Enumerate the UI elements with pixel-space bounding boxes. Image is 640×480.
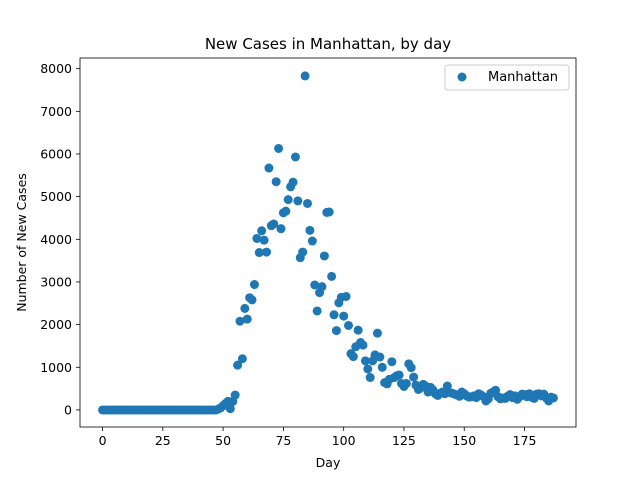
data-point [339,311,349,321]
y-tick-label: 5000 [40,189,72,204]
data-point [363,364,373,374]
data-point [324,207,334,217]
data-point [242,314,252,324]
y-tick-label: 4000 [40,232,72,247]
data-point [344,320,353,330]
data-point [307,236,317,246]
data-point [262,247,272,257]
data-point [264,163,274,173]
y-tick-label: 1000 [40,360,72,375]
data-point [387,357,397,367]
data-point [274,143,284,153]
data-point [283,195,293,205]
y-tick-label: 3000 [40,274,72,289]
data-point [259,235,269,245]
data-points [98,71,558,415]
x-tick-label: 50 [215,433,231,448]
data-point [331,326,341,336]
data-point [269,219,279,229]
data-point [327,271,337,281]
data-point [237,354,247,364]
data-point [225,404,235,414]
data-point [233,360,243,370]
data-point [288,177,298,187]
data-point [319,251,329,261]
data-point [257,226,267,236]
data-point [240,303,250,313]
x-tick-label: 125 [392,433,416,448]
x-tick-label: 75 [275,433,291,448]
data-point [276,224,286,234]
legend-box [444,64,570,91]
data-point [329,310,339,320]
data-point [310,280,320,290]
y-tick-label: 2000 [40,317,72,332]
x-tick-label: 175 [513,433,537,448]
data-point [358,340,368,350]
data-point [290,152,300,162]
data-point [406,363,416,373]
data-point [281,206,291,216]
data-point [409,372,419,382]
data-point [303,198,312,208]
x-tick-label: 0 [99,433,107,448]
data-point [249,280,259,290]
y-axis-ticks: 0 1000 2000 3000 4000 5000 6000 7000 8000 [40,61,80,417]
legend-label-manhattan: Manhattan [488,70,558,85]
data-point [293,196,303,206]
data-point [235,316,245,326]
x-axis-ticks: 0 25 50 75 100 125 150 175 [99,427,537,448]
data-point [305,225,315,235]
data-point [353,325,363,335]
data-point [365,373,375,383]
data-point [377,362,387,372]
data-point [298,247,308,257]
data-point [230,390,240,400]
data-point [312,306,322,316]
y-tick-label: 7000 [40,104,72,119]
x-tick-label: 25 [155,433,171,448]
y-tick-label: 0 [64,402,72,417]
y-tick-label: 6000 [40,146,72,161]
data-point [271,177,281,187]
data-point [348,352,358,362]
data-point [375,352,385,362]
y-axis-label: Number of New Cases [14,173,29,312]
chart-title: New Cases in Manhattan, by day [205,35,451,53]
legend-marker [457,72,467,82]
data-point [394,370,404,380]
x-tick-label: 150 [452,433,476,448]
data-point [372,328,382,338]
data-point [247,295,257,305]
legend: Manhattan [444,64,570,91]
x-axis-label: Day [316,455,341,470]
data-point [341,291,351,301]
data-point [401,378,411,388]
plot-frame [79,57,577,428]
y-tick-label: 8000 [40,61,72,76]
data-point [254,248,264,258]
data-point [300,71,310,81]
data-point [548,393,558,403]
data-point [252,233,262,243]
x-tick-label: 100 [332,433,356,448]
data-point [317,282,327,292]
data-point [360,356,370,366]
